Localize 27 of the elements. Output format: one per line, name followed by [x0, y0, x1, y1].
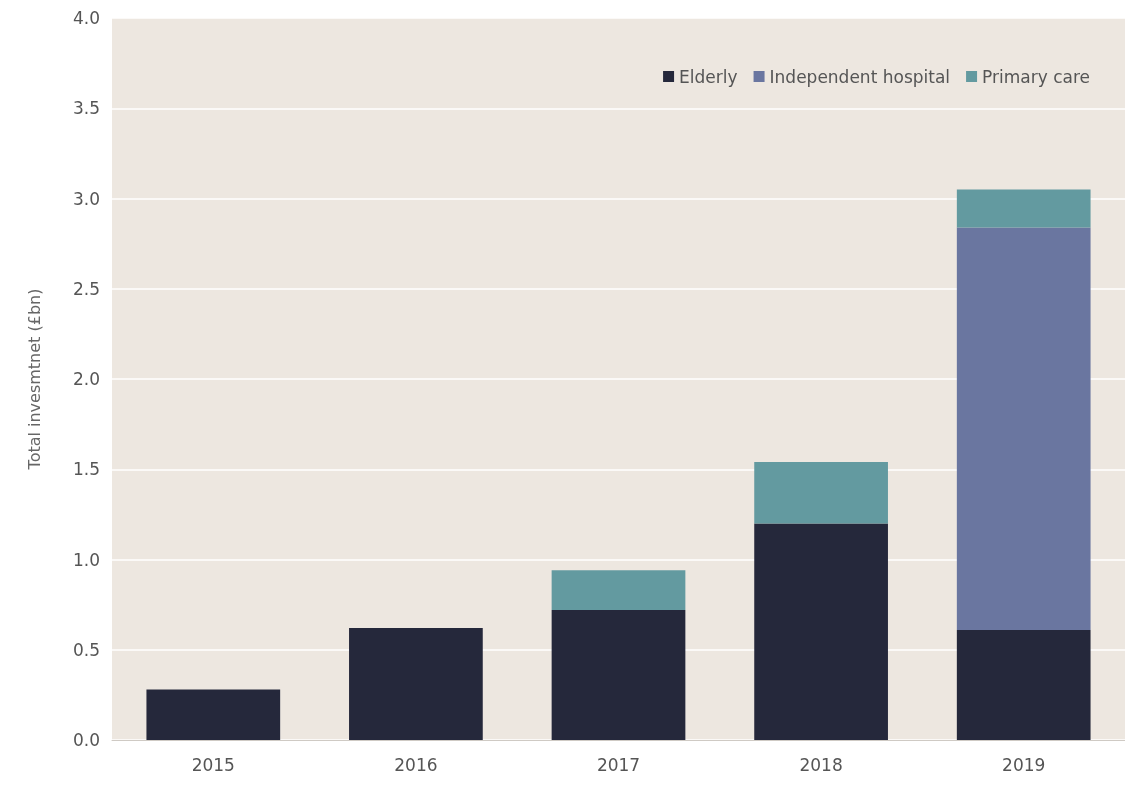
bar: [551, 610, 686, 740]
legend-label: Elderly: [679, 66, 738, 87]
x-tick-label: 2016: [394, 754, 438, 775]
x-tick-label: 2019: [1002, 754, 1046, 775]
bar: [956, 629, 1091, 740]
y-tick-label: 0.5: [72, 639, 100, 660]
y-tick-label: 3.5: [72, 98, 100, 119]
x-tick-label: 2018: [799, 754, 843, 775]
bar: [956, 227, 1091, 630]
y-tick-label: 4.0: [72, 8, 100, 28]
bar: [146, 689, 281, 740]
bar: [956, 189, 1091, 228]
bar: [754, 523, 888, 740]
y-tick-label: 0.0: [72, 730, 100, 750]
x-tick-label: 2017: [596, 754, 641, 775]
y-axis-title: Total invesmtnet (£bn): [24, 288, 44, 471]
y-tick-label: 1.5: [72, 459, 100, 480]
bar: [349, 628, 483, 740]
y-tick-label: 1.0: [72, 549, 100, 570]
y-tick-label: 3.0: [72, 188, 100, 209]
bar: [551, 570, 686, 611]
legend-label: Primary care: [982, 66, 1090, 87]
bar: [754, 462, 888, 524]
y-tick-label: 2.0: [72, 369, 100, 389]
x-tick-label: 2015: [191, 754, 235, 775]
y-tick-label: 2.5: [72, 278, 100, 299]
legend-label: Independent hospital: [769, 66, 951, 87]
